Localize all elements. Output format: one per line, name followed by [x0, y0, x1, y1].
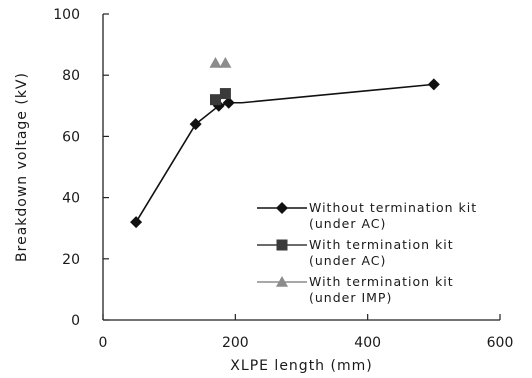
legend-marker-square — [276, 239, 288, 251]
legend-label: Without termination kit — [309, 200, 477, 215]
legend-label: With termination kit — [309, 237, 454, 252]
legend-marker-triangle — [276, 276, 288, 287]
legend: Without termination kit(under AC)With te… — [257, 200, 477, 305]
legend-label: With termination kit — [309, 274, 454, 289]
legend-label: (under AC) — [309, 216, 386, 231]
x-tick-label: 200 — [222, 335, 249, 351]
y-tick-label: 80 — [62, 68, 80, 84]
x-tick-label: 600 — [487, 335, 514, 351]
y-tick-label: 20 — [62, 252, 80, 268]
y-tick-label: 100 — [53, 7, 80, 23]
data-point-diamond — [130, 216, 143, 229]
y-axis-ticks: 0 20 40 60 80 100 — [53, 7, 109, 329]
series-line — [135, 83, 434, 223]
data-point-square — [219, 88, 231, 100]
legend-label: (under IMP) — [309, 290, 392, 305]
plot-area — [130, 56, 440, 229]
series-diamond — [130, 78, 440, 229]
axes — [102, 14, 500, 321]
y-axis-label: Breakdown voltage (kV) — [14, 72, 30, 262]
y-tick-label: 60 — [62, 129, 80, 145]
data-point-diamond — [222, 96, 235, 109]
series-square — [209, 88, 231, 106]
data-point-diamond — [189, 118, 202, 131]
legend-item: With termination kit(under IMP) — [257, 274, 454, 305]
data-point-square — [209, 94, 221, 106]
y-tick-label: 0 — [71, 313, 80, 329]
legend-marker-diamond — [276, 202, 288, 214]
legend-item: Without termination kit(under AC) — [257, 200, 477, 231]
x-tick-label: 400 — [354, 335, 381, 351]
x-tick-label: 0 — [99, 335, 108, 351]
data-point-triangle — [219, 56, 232, 68]
legend-label: (under AC) — [309, 253, 386, 268]
series-triangle — [209, 56, 232, 68]
data-point-diamond — [427, 78, 440, 91]
x-axis-ticks: 0 200 400 600 — [99, 314, 514, 351]
data-point-triangle — [209, 56, 222, 68]
y-tick-label: 40 — [62, 191, 80, 207]
x-axis-label: XLPE length (mm) — [230, 358, 372, 374]
legend-item: With termination kit(under AC) — [257, 237, 454, 268]
